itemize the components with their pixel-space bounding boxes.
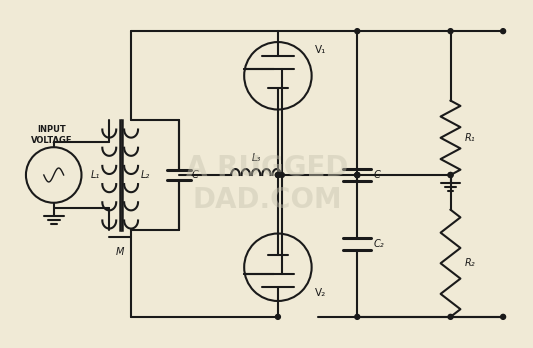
Circle shape bbox=[500, 29, 506, 34]
Circle shape bbox=[355, 173, 360, 177]
Text: C: C bbox=[191, 170, 198, 180]
Text: C₂: C₂ bbox=[373, 239, 384, 250]
Circle shape bbox=[276, 314, 280, 319]
Text: A RUGGED
DAD.COM: A RUGGED DAD.COM bbox=[186, 154, 348, 214]
Circle shape bbox=[279, 173, 285, 177]
Text: M: M bbox=[116, 247, 124, 258]
Circle shape bbox=[355, 29, 360, 34]
Text: L₂: L₂ bbox=[140, 170, 150, 180]
Text: INPUT
VOLTAGE: INPUT VOLTAGE bbox=[31, 125, 72, 145]
Text: C: C bbox=[373, 170, 380, 180]
Text: L₃: L₃ bbox=[252, 153, 261, 163]
Text: V₂: V₂ bbox=[314, 288, 326, 298]
Circle shape bbox=[276, 173, 280, 177]
Text: R₂: R₂ bbox=[464, 258, 475, 268]
Circle shape bbox=[448, 314, 453, 319]
Circle shape bbox=[355, 314, 360, 319]
Circle shape bbox=[355, 173, 360, 177]
Circle shape bbox=[448, 173, 453, 177]
Text: R₁: R₁ bbox=[464, 133, 475, 143]
Text: L₁: L₁ bbox=[91, 170, 100, 180]
Circle shape bbox=[448, 173, 453, 177]
Circle shape bbox=[355, 173, 360, 177]
Circle shape bbox=[276, 173, 280, 177]
Text: V₁: V₁ bbox=[314, 45, 326, 55]
Circle shape bbox=[500, 314, 506, 319]
Circle shape bbox=[448, 29, 453, 34]
